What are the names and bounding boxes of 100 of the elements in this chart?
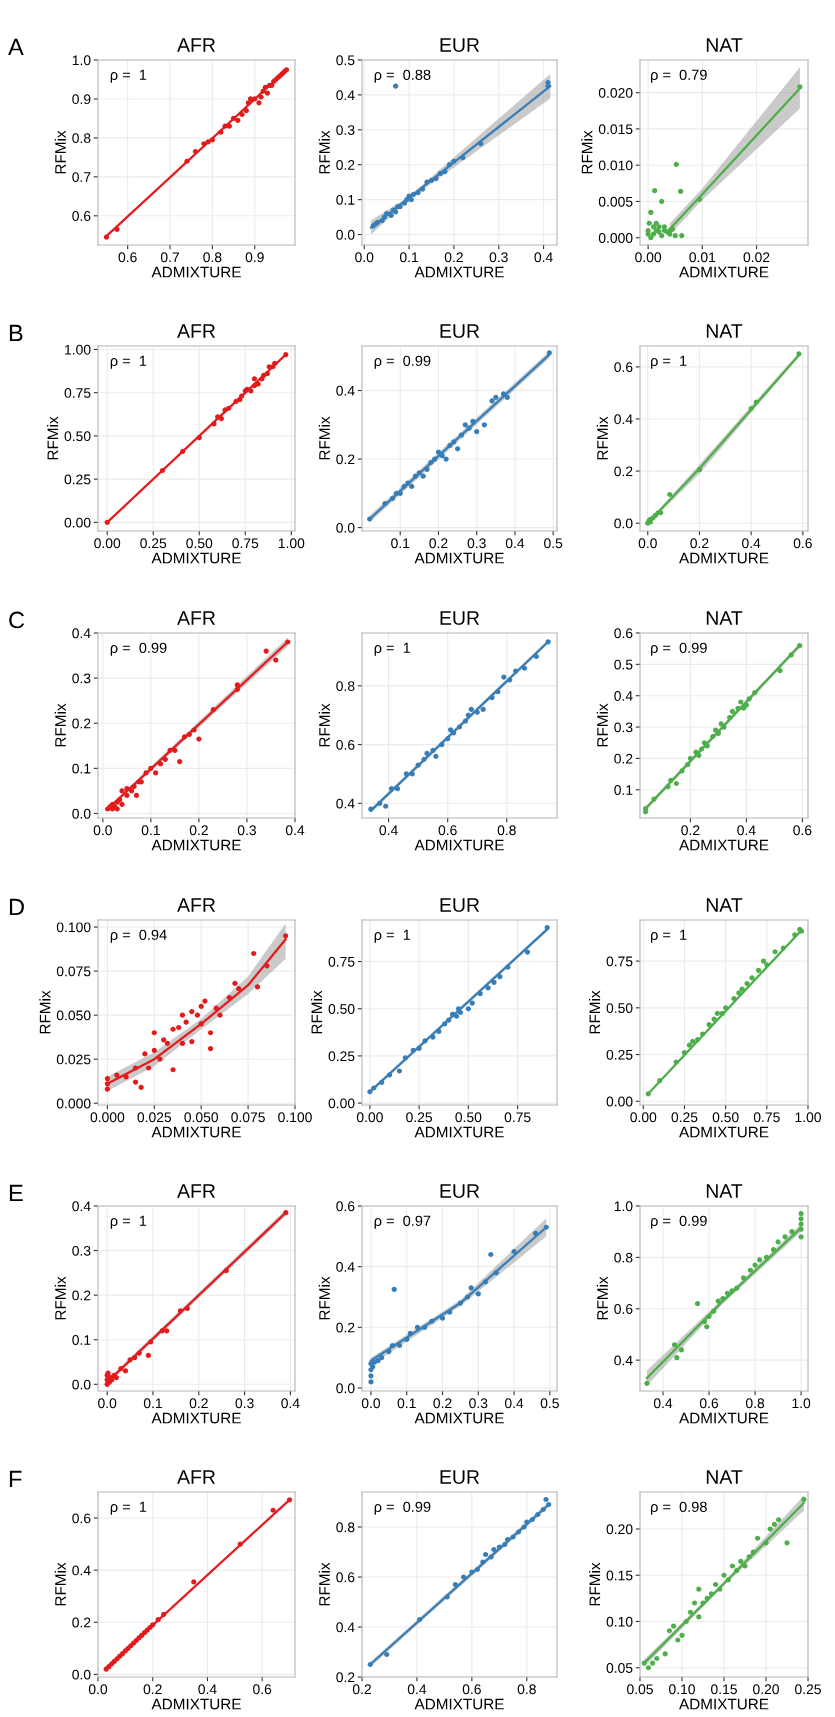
x-tick-label: 0.050 (184, 1112, 219, 1123)
chart-title: EUR (440, 38, 480, 52)
chart-title: NAT (706, 1470, 743, 1484)
x-tick-label: 0.4 (534, 252, 553, 263)
x-tick-label: 0.15 (711, 1684, 737, 1695)
y-tick-label: 0.015 (598, 124, 633, 135)
y-tick-label: 0.4 (614, 691, 633, 701)
y-axis-title: RFMix (47, 416, 59, 460)
x-tick-label: 0.7 (160, 252, 179, 263)
x-axis-title: ADMIXTURE (414, 1126, 504, 1138)
annotation: ρ = 0.94 (110, 929, 167, 943)
x-tick-label: 0.0 (361, 1398, 381, 1409)
y-axis-title: RFMix (318, 416, 330, 460)
annotation: ρ = 0.99 (374, 1501, 431, 1515)
y-tick-label: 0.2 (72, 1290, 91, 1301)
x-axis-title: ADMIXTURE (151, 266, 241, 278)
x-tick-label: 0.20 (753, 1684, 779, 1695)
y-tick-label: 0.000 (598, 233, 633, 243)
x-tick-label: 0.50 (712, 1112, 739, 1123)
y-tick-label: 0.7 (72, 172, 91, 183)
x-axis-title: ADMIXTURE (679, 1126, 769, 1138)
y-axis-title: RFMix (54, 1562, 66, 1606)
annotation: ρ = 0.99 (651, 1215, 707, 1229)
x-tick-label: 0.4 (742, 538, 761, 549)
y-tick-label: 0.075 (56, 966, 91, 977)
x-tick-label: 0.3 (467, 538, 486, 549)
y-tick-label: 0.00 (328, 1098, 355, 1109)
y-tick-label: 0.4 (72, 628, 91, 639)
y-tick-label: 0.4 (72, 1201, 91, 1212)
y-axis-title: RFMix (589, 1562, 601, 1606)
chart-title: AFR (177, 1470, 216, 1484)
y-tick-label: 0.0 (614, 518, 633, 529)
y-tick-label: 0.6 (614, 1304, 633, 1314)
y-tick-label: 0.3 (614, 722, 633, 733)
annotation: ρ = 1 (110, 355, 147, 369)
y-axis-title: RFMix (596, 703, 608, 747)
y-tick-label: 0.8 (72, 133, 91, 144)
y-tick-label: 0.010 (598, 160, 633, 171)
x-axis-title: ADMIXTURE (679, 839, 769, 851)
y-tick-label: 0.2 (336, 454, 355, 465)
x-tick-label: 0.6 (462, 1684, 481, 1695)
x-tick-label: 0.6 (118, 252, 137, 263)
chart-title: EUR (440, 611, 480, 625)
y-axis-title: RFMix (311, 990, 323, 1034)
x-tick-label: 0.4 (285, 825, 305, 836)
x-tick-label: 0.4 (653, 1398, 673, 1409)
x-tick-label: 1.00 (795, 1112, 821, 1123)
chart-title: NAT (706, 324, 743, 338)
x-axis-title: ADMIXTURE (151, 1412, 241, 1424)
x-tick-label: 0.75 (232, 538, 259, 549)
chart-title: AFR (177, 611, 216, 625)
annotation: ρ = 0.79 (651, 69, 707, 83)
x-tick-label: 0.4 (198, 1684, 217, 1695)
x-tick-label: 0.4 (504, 1398, 524, 1409)
x-tick-label: 0.05 (627, 1684, 653, 1695)
chart-title: EUR (440, 898, 480, 912)
x-tick-label: 0.0 (355, 252, 374, 263)
y-tick-label: 0.0 (336, 229, 355, 240)
x-axis-title: ADMIXTURE (679, 552, 769, 564)
x-tick-label: 0.2 (681, 825, 700, 836)
y-tick-label: 0.6 (614, 628, 633, 639)
x-tick-label: 0.50 (455, 1112, 482, 1123)
y-tick-label: 0.6 (336, 739, 355, 750)
y-tick-label: 0.2 (72, 1617, 91, 1628)
y-tick-label: 0.4 (72, 1565, 91, 1576)
y-tick-label: 0.0 (72, 808, 91, 819)
x-tick-label: 0.000 (90, 1112, 125, 1123)
y-tick-label: 0.2 (72, 718, 91, 729)
y-tick-label: 0.3 (336, 125, 355, 135)
y-tick-label: 0.75 (606, 956, 633, 967)
x-tick-label: 0.00 (630, 1112, 657, 1123)
y-tick-label: 0.0 (336, 1383, 355, 1394)
text: E (9, 1184, 23, 1202)
x-tick-label: 0.02 (743, 252, 770, 263)
y-tick-label: 0.6 (336, 1201, 355, 1212)
y-tick-label: 0.4 (336, 1261, 355, 1272)
annotation: ρ = 0.98 (651, 1501, 707, 1515)
y-axis-title: RFMix (54, 130, 66, 174)
x-tick-label: 0.0 (98, 1398, 117, 1409)
y-tick-label: 0.4 (614, 414, 633, 425)
y-tick-label: 0.25 (328, 1051, 355, 1062)
chart-title: EUR (440, 324, 480, 338)
x-tick-label: 0.025 (137, 1112, 172, 1123)
x-tick-label: 0.4 (737, 825, 756, 836)
x-tick-label: 0.4 (379, 825, 398, 836)
y-tick-label: 0.2 (336, 1672, 355, 1683)
x-tick-label: 0.100 (278, 1112, 312, 1123)
y-tick-label: 0.15 (606, 1570, 633, 1581)
x-tick-label: 0.25 (140, 538, 167, 549)
annotation: ρ = 0.97 (374, 1215, 431, 1229)
x-tick-label: 0.2 (690, 538, 709, 549)
chart-title: EUR (440, 1470, 480, 1484)
x-axis-title: ADMIXTURE (414, 266, 504, 278)
x-tick-label: 0.1 (391, 538, 410, 549)
annotation: ρ = 0.88 (374, 69, 431, 83)
y-tick-label: 0.1 (336, 194, 355, 205)
x-tick-label: 0.3 (235, 1398, 254, 1409)
y-tick-label: 0.050 (56, 1010, 91, 1021)
y-tick-label: 0.100 (56, 922, 91, 933)
y-tick-label: 0.1 (72, 763, 91, 774)
